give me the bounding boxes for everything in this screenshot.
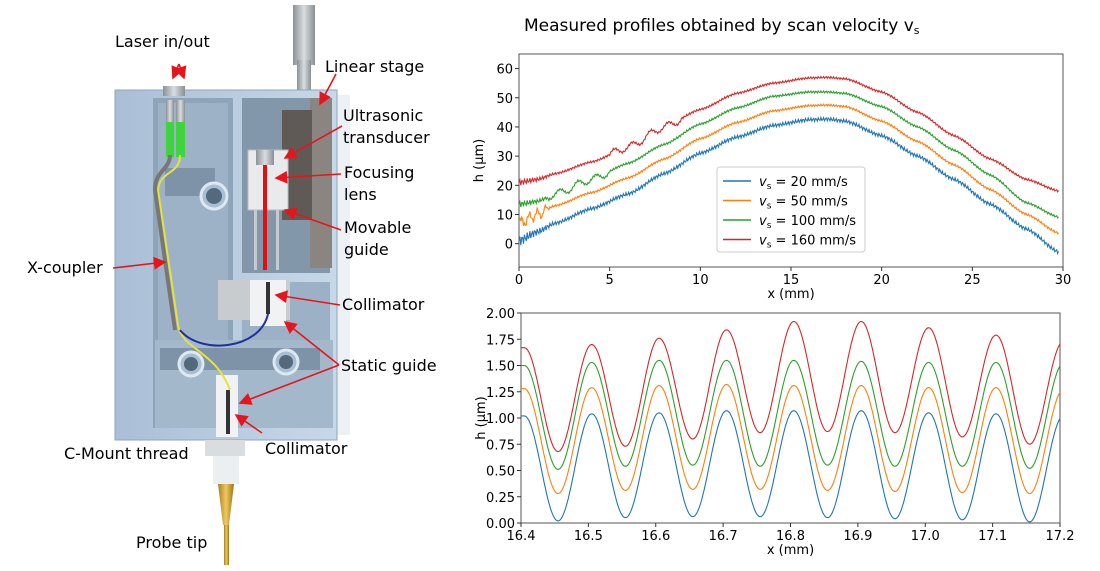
x-tick-label: 15 — [783, 273, 800, 288]
x-axis-label: x (mm) — [767, 543, 814, 558]
label-probe-tip: Probe tip — [136, 533, 208, 552]
legend-label: vs = 160 mm/s — [759, 234, 856, 251]
y-axis-label: h (µm) — [472, 139, 487, 182]
fiber-yellow — [156, 154, 231, 391]
label-focusing: Focusing — [344, 163, 415, 182]
y-tick-label: 30 — [496, 150, 513, 165]
y-tick-label: 1.75 — [486, 333, 515, 348]
label-guide: guide — [344, 240, 389, 259]
x-tick-label: 25 — [964, 273, 981, 288]
figure-title-sub: s — [913, 24, 920, 37]
figure-title-main: Measured profiles obtained by scan veloc… — [524, 16, 914, 36]
legend-label: vs = 20 mm/s — [759, 175, 848, 192]
series-line-4 — [520, 320, 1061, 453]
annotation-arrows — [112, 63, 343, 434]
ultrasonic-transducer — [256, 150, 274, 165]
y-tick-label: 1.50 — [486, 360, 515, 375]
y-tick-label: 1.00 — [486, 412, 515, 427]
x-tick-label: 16.5 — [574, 529, 603, 544]
y-tick-label: 40 — [496, 121, 513, 136]
legend: vs = 20 mm/s vs = 50 mm/s vs = 100 mm/s vs … — [716, 166, 866, 253]
x-tick-label: 30 — [1055, 273, 1072, 288]
x-tick-label: 17.1 — [978, 529, 1007, 544]
legend-label: vs = 100 mm/s — [759, 214, 856, 231]
laser-beam — [263, 165, 267, 270]
x-tick-label: 17.0 — [911, 529, 940, 544]
series-line-1 — [519, 115, 1060, 256]
label-ultrasonic: Ultrasonic — [343, 106, 424, 125]
label-x-coupler: X-coupler — [27, 258, 103, 277]
label-lens: lens — [344, 185, 377, 204]
device-illustration — [112, 5, 350, 565]
x-tick-label: 5 — [606, 273, 614, 288]
c-mount-thread — [205, 440, 245, 456]
label-collimator-top: Collimator — [342, 295, 425, 314]
probe-tip — [218, 484, 234, 525]
y-tick-label: 0.00 — [486, 517, 515, 532]
y-tick-label: 0.25 — [486, 491, 515, 506]
series-line-2 — [520, 383, 1061, 495]
chart-zoomed: 16.4 16.5 16.6 16.7 16.8 16.9 17.0 17.1 17.2 0.00… — [474, 307, 1075, 558]
x-tick-label: 10 — [692, 273, 709, 288]
legend-box — [716, 166, 866, 253]
y-tick-label: 1.25 — [486, 386, 515, 401]
x-tick-label: 16.4 — [507, 529, 536, 544]
x-tick-label: 20 — [873, 273, 890, 288]
collimator-bottom — [226, 390, 230, 434]
label-movable: Movable — [344, 218, 412, 237]
x-tick-label: 16.7 — [709, 529, 738, 544]
series-line-1 — [520, 410, 1061, 523]
x-tick-label: 16.9 — [843, 529, 872, 544]
label-transducer: transducer — [343, 128, 430, 147]
x-tick-label: 16.6 — [641, 529, 670, 544]
y-axis-label: h (µm) — [474, 396, 489, 439]
series-line-3 — [520, 359, 1061, 470]
x-tick-label: 17.2 — [1046, 529, 1075, 544]
label-static-guide: Static guide — [341, 356, 437, 375]
legend-label: vs = 50 mm/s — [759, 195, 848, 212]
x-axis-label: x (mm) — [767, 287, 814, 302]
y-tick-label: 60 — [496, 63, 513, 78]
pipes — [160, 168, 320, 378]
linear-stage — [310, 98, 332, 268]
y-tick-label: 20 — [496, 179, 513, 194]
y-tick-label: 10 — [496, 208, 513, 223]
y-tick-label: 2.00 — [486, 307, 515, 322]
y-tick-label: 0.50 — [486, 465, 515, 480]
y-tick-label: 0 — [505, 238, 513, 253]
linear-stage-rod — [293, 5, 315, 95]
series-line-4 — [519, 75, 1059, 193]
series-line-3 — [519, 89, 1059, 219]
collimator-top — [266, 282, 270, 314]
fiber-blue — [179, 313, 269, 347]
label-collimator-bottom: Collimator — [265, 439, 348, 458]
label-c-mount-thread: C-Mount thread — [64, 444, 189, 463]
label-linear-stage: Linear stage — [325, 57, 425, 76]
label-laser-in-out: Laser in/out — [115, 32, 210, 51]
x-tick-label: 16.8 — [776, 529, 805, 544]
y-tick-label: 50 — [496, 92, 513, 107]
series-line-2 — [519, 103, 1059, 235]
x-tick-label: 0 — [515, 273, 523, 288]
fiber-connectors — [163, 86, 185, 157]
chart-overview: 0 5 10 15 20 25 30 0 10 20 30 40 50 60 x (mm) h (µm) vs … — [472, 53, 1072, 302]
y-tick-label: 0.75 — [486, 438, 515, 453]
figure-title: Measured profiles obtained by scan veloc… — [524, 16, 920, 37]
plot-frame — [520, 312, 1061, 524]
